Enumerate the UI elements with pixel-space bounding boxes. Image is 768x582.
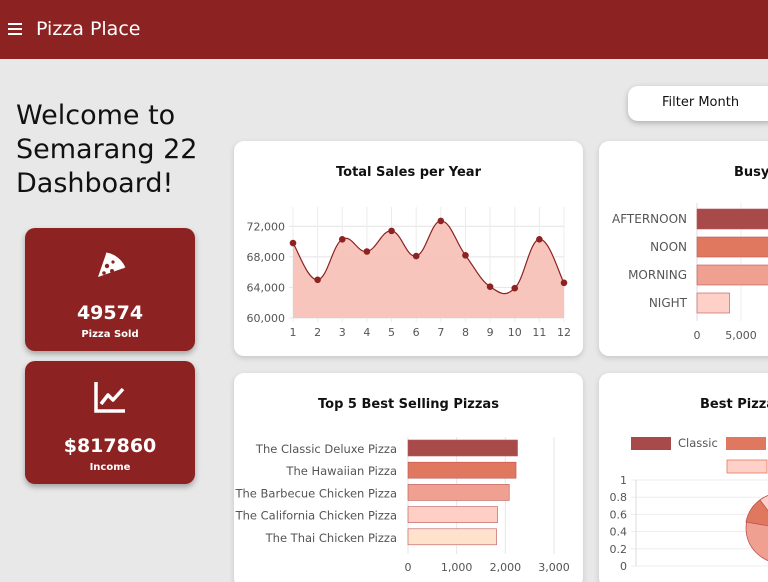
sales-point <box>560 279 568 287</box>
y-tick-label: 60,000 <box>247 312 286 325</box>
busy-title: Busy <box>734 165 768 180</box>
welcome-line-2: Semarang 22 <box>16 134 198 165</box>
x-tick-label: 0 <box>694 329 701 342</box>
sales-point <box>314 276 321 284</box>
pizza-bar <box>407 484 510 501</box>
busy-bar <box>696 208 768 230</box>
x-tick-label: 11 <box>532 326 546 339</box>
pizza-bar <box>407 439 518 457</box>
x-tick-label: 5 <box>388 326 395 339</box>
sales-point <box>388 227 395 235</box>
pizza-bar <box>407 461 517 479</box>
x-tick-label: 2,000 <box>490 561 522 574</box>
income-value: $817860 <box>63 435 157 457</box>
welcome-line-3: Dashboard! <box>16 168 174 199</box>
y-tick-label: 68,000 <box>247 251 286 264</box>
y-tick-label: 0.6 <box>610 508 628 521</box>
sales-area <box>293 220 564 318</box>
busy-bar <box>696 264 768 286</box>
line-chart-icon <box>94 382 125 413</box>
income-card: $817860 Income <box>25 361 195 484</box>
sales-point <box>289 239 297 247</box>
x-tick-label: 3,000 <box>538 561 570 574</box>
top-pizzas-panel: Top 5 Best Selling Pizzas 0 1,000 2,000 3,0… <box>234 373 583 582</box>
category-label: AFTERNOON <box>612 212 687 226</box>
y-tick-label: 64,000 <box>247 281 286 294</box>
pizza-slice-icon <box>98 252 126 277</box>
busy-chart: AFTERNOON NOON MORNING NIGHT 0 5,000 <box>612 203 768 342</box>
hamburger-menu-icon[interactable] <box>8 23 22 37</box>
legend-label: Classic <box>678 436 718 450</box>
legend-swatch <box>726 437 766 450</box>
x-tick-label: 12 <box>557 326 571 339</box>
x-tick-label: 9 <box>487 326 494 339</box>
y-tick-label: 0 <box>620 560 627 573</box>
income-label: Income <box>89 462 131 473</box>
x-tick-label: 4 <box>363 326 370 339</box>
pizza-bar <box>407 528 497 546</box>
pizza-bar <box>407 506 498 523</box>
sales-point <box>511 284 519 292</box>
total-sales-title: Total Sales per Year <box>336 165 481 180</box>
y-tick-label: 1 <box>620 474 627 487</box>
y-tick-label: 0.4 <box>610 526 628 539</box>
pie-slice <box>759 495 768 512</box>
sales-point <box>363 248 371 255</box>
x-tick-label: 5,000 <box>725 329 757 342</box>
busy-bar <box>696 292 730 314</box>
y-tick-label: 0.8 <box>610 491 628 504</box>
x-tick-label: 10 <box>508 326 522 339</box>
x-tick-label: 6 <box>413 326 420 339</box>
category-label: NOON <box>650 240 687 254</box>
legend-swatch <box>726 459 768 474</box>
x-tick-label: 2 <box>314 326 321 339</box>
sales-point <box>536 235 543 243</box>
category-label: MORNING <box>628 268 687 282</box>
category-label: NIGHT <box>649 296 688 310</box>
sales-point <box>412 252 420 260</box>
category-label: The Barbecue Chicken Pizza <box>234 486 397 500</box>
sales-point <box>462 252 469 259</box>
category-label: The Hawaiian Pizza <box>285 464 397 478</box>
best-pizza-chart: Classic 0 0.2 0.4 0.6 0.8 1 <box>610 436 768 573</box>
category-label: The Classic Deluxe Pizza <box>255 442 397 456</box>
x-tick-label: 7 <box>437 326 444 339</box>
best-pizza-title: Best Pizza <box>700 397 768 412</box>
total-sales-panel: Total Sales per Year 60,000 64,000 68,000 7… <box>234 141 583 356</box>
y-tick-label: 72,000 <box>247 220 286 233</box>
category-label: The Thai Chicken Pizza <box>265 531 397 545</box>
sales-point <box>437 217 445 225</box>
top-app-bar: Pizza Place <box>0 0 768 59</box>
top-pizzas-chart: 0 1,000 2,000 3,000 The Classic Deluxe Pizza… <box>234 437 570 574</box>
pizza-sold-card: 49574 Pizza Sold <box>25 228 195 351</box>
legend-swatch <box>631 437 671 450</box>
x-tick-label: 8 <box>462 326 469 339</box>
category-label: The California Chicken Pizza <box>235 509 397 523</box>
x-tick-label: 3 <box>339 326 346 339</box>
best-pizza-panel: Best Pizza Classic 0 0.2 0.4 0.6 0.8 1 <box>599 373 768 582</box>
x-tick-label: 1,000 <box>441 561 473 574</box>
filter-month-button[interactable]: Filter Month <box>628 86 768 121</box>
pizza-sold-label: Pizza Sold <box>81 329 139 340</box>
sales-point <box>338 235 346 243</box>
sales-point <box>486 283 494 290</box>
x-tick-label: 0 <box>405 561 412 574</box>
pizza-sold-value: 49574 <box>76 302 144 324</box>
y-tick-label: 0.2 <box>610 543 628 556</box>
top-pizzas-title: Top 5 Best Selling Pizzas <box>318 397 499 412</box>
busy-panel: Busy AFTERNOON NOON MORNING NIGHT 0 5,000 <box>599 141 768 356</box>
welcome-line-1: Welcome to <box>16 100 176 131</box>
app-title: Pizza Place <box>36 18 141 40</box>
welcome-heading: Welcome to Semarang 22 Dashboard! <box>16 99 221 201</box>
x-tick-label: 1 <box>290 326 297 339</box>
busy-bar <box>696 236 768 258</box>
